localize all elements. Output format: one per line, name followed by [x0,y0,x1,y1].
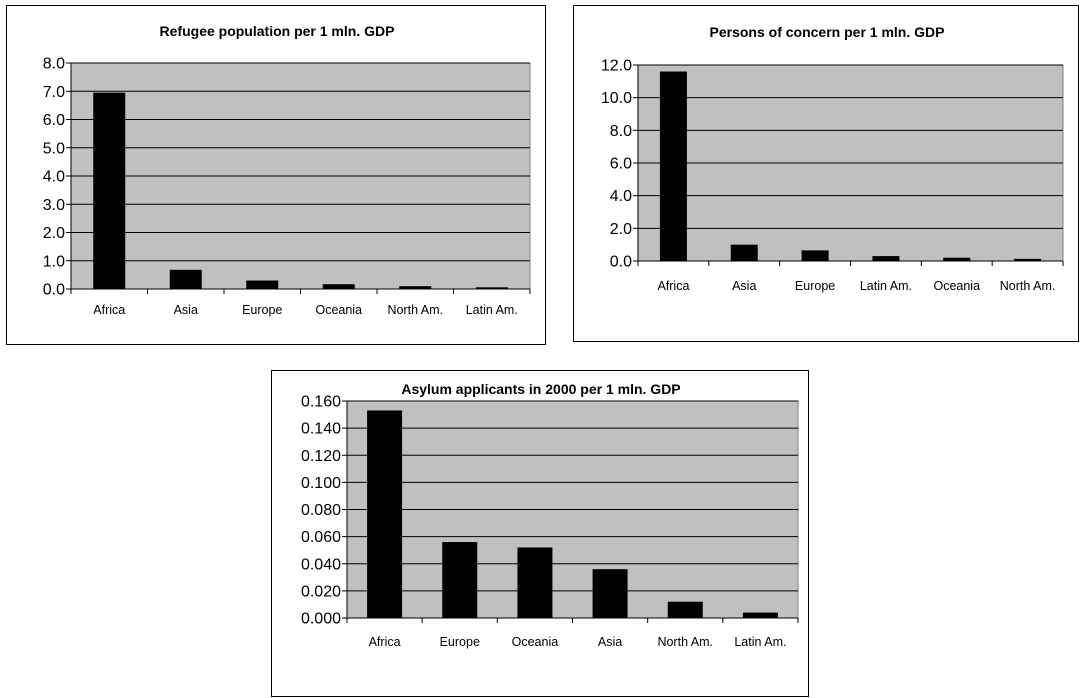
x-tick-label: North Am. [1000,279,1056,293]
y-tick-label: 4.0 [43,169,65,186]
x-tick-label: Europe [242,303,282,317]
y-tick-label: 8.0 [43,56,65,73]
bar-latin-am [475,287,508,289]
y-tick-label: 4.0 [610,188,632,205]
x-tick-label: Europe [440,635,480,649]
x-tick-label: Africa [93,303,125,317]
chart-asylum-applicants: Asylum applicants in 2000 per 1 mln. GDP… [271,370,809,697]
bar-latin-am [872,256,900,261]
chart-svg: Persons of concern per 1 mln. GDP 0.0 2.0 4… [601,24,1064,293]
y-tick-label: 0.120 [301,448,341,465]
y-tick-label: 10.0 [601,90,632,107]
bar-asia [730,244,758,261]
chart-title: Asylum applicants in 2000 per 1 mln. GDP [401,381,680,397]
y-tick-label: 3.0 [43,197,65,214]
x-tick-label: Latin Am. [734,635,786,649]
x-tick-label: Latin Am. [466,303,518,317]
y-tick-label: 2.0 [610,221,632,238]
chart-title: Refugee population per 1 mln. GDP [160,23,395,39]
x-tick-label: Asia [732,279,756,293]
y-tick-label: 0.100 [301,475,341,492]
bar-europe [246,280,279,289]
x-tick-label: Asia [598,635,622,649]
bar-africa [659,71,687,262]
y-tick-label: 5.0 [43,140,65,157]
x-tick-label: Oceania [315,303,362,317]
bar-europe [442,542,478,618]
chart-title: Persons of concern per 1 mln. GDP [710,24,945,40]
y-tick-label: 0.160 [301,394,341,411]
y-tick-label: 0.080 [301,502,341,519]
y-tick-label: 1.0 [43,253,65,270]
y-tick-label: 0.000 [301,611,341,628]
x-tick-label: Oceania [512,635,559,649]
bar-oceania [943,257,971,261]
bar-oceania [517,547,553,618]
x-tick-label: North Am. [657,635,713,649]
bar-africa [367,410,403,618]
y-tick-label: 0.020 [301,583,341,600]
bar-north-am [399,286,432,289]
bar-asia [592,569,628,618]
bar-north-am [667,601,703,618]
x-tick-label: Africa [369,635,401,649]
x-tick-label: Latin Am. [860,279,912,293]
bar-europe [801,250,829,261]
bar-africa [93,92,126,289]
x-tick-label: Asia [174,303,198,317]
bar-north-am [1014,258,1042,261]
y-tick-label: 2.0 [43,225,65,242]
bar-asia [169,269,202,289]
y-tick-label: 6.0 [43,112,65,129]
x-tick-label: Europe [795,279,835,293]
x-tick-label: Africa [657,279,689,293]
x-tick-label: Oceania [933,279,980,293]
y-tick-label: 0.0 [43,282,65,299]
x-tick-label: North Am. [387,303,443,317]
chart-persons-of-concern: Persons of concern per 1 mln. GDP 0.0 2.0 4… [573,5,1079,342]
y-tick-label: 7.0 [43,84,65,101]
y-tick-label: 0.040 [301,556,341,573]
y-tick-label: 12.0 [601,58,632,75]
y-tick-label: 8.0 [610,123,632,140]
y-tick-label: 0.060 [301,529,341,546]
chart-refugee-population: Refugee population per 1 mln. GDP 0.0 1.0 2… [6,5,546,345]
bar-latin-am [742,612,778,618]
chart-svg: Refugee population per 1 mln. GDP 0.0 1.0 2… [43,23,531,317]
y-tick-label: 6.0 [610,156,632,173]
bar-oceania [322,284,355,289]
y-tick-label: 0.140 [301,421,341,438]
chart-svg: Asylum applicants in 2000 per 1 mln. GDP… [301,381,799,649]
y-tick-label: 0.0 [610,254,632,271]
